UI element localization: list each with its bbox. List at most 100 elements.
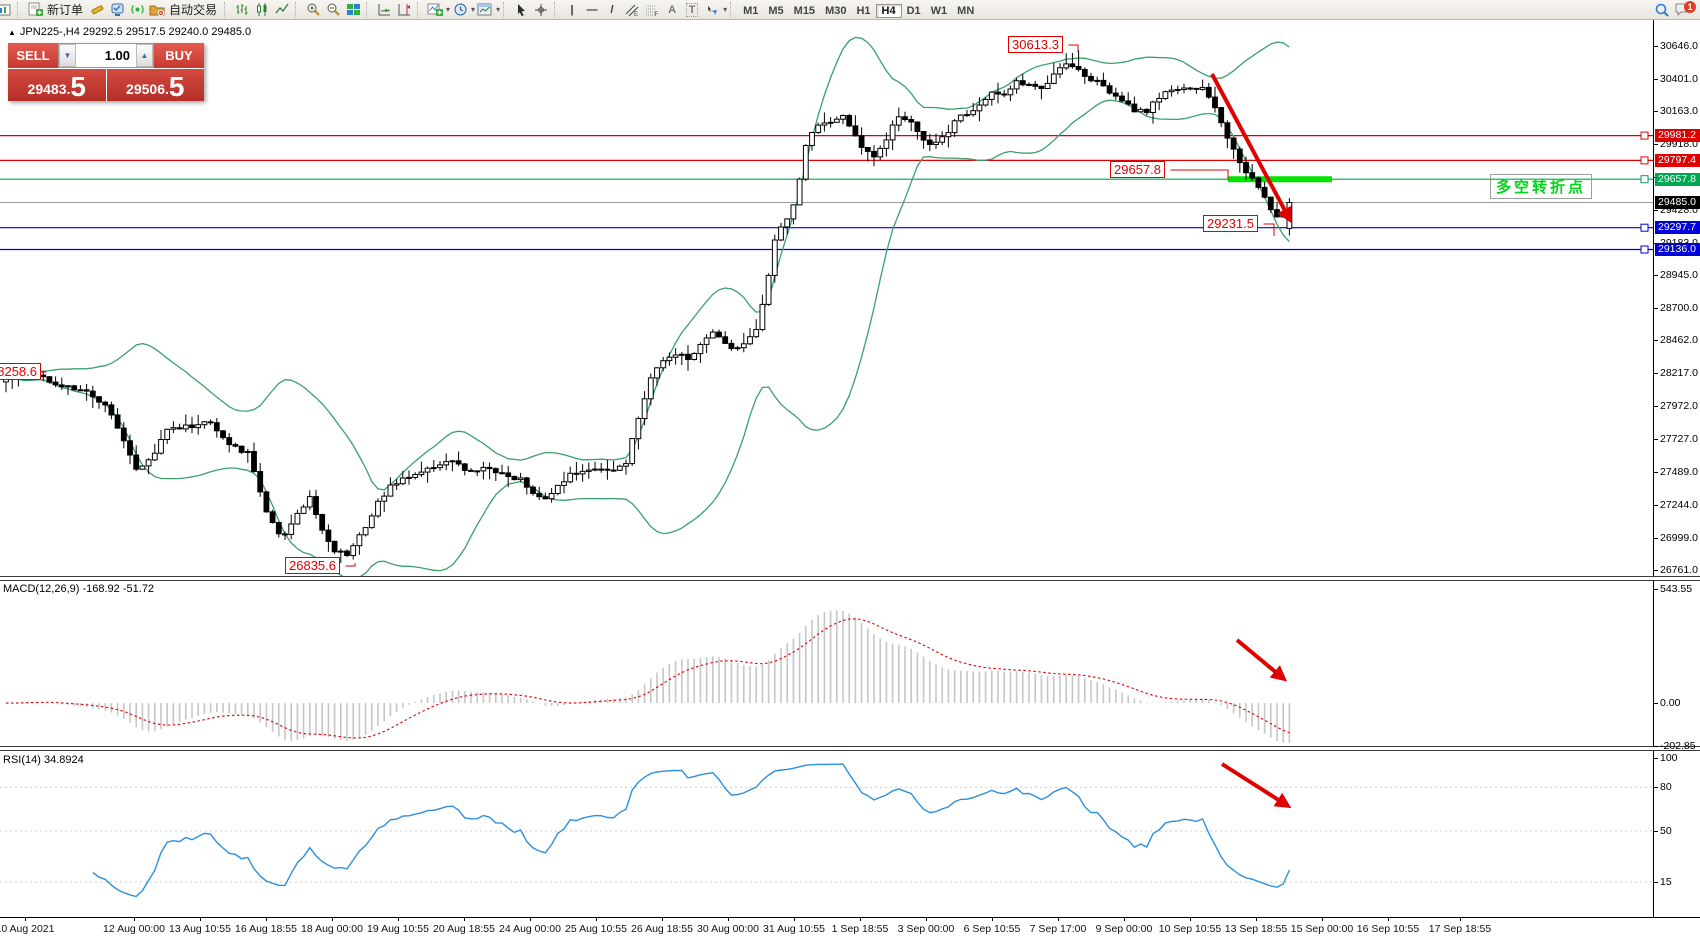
channel-icon[interactable]: E: [622, 1, 642, 18]
symbol-info: ▲ JPN225-,H4 29292.5 29517.5 29240.0 2948…: [8, 26, 251, 38]
time-axis[interactable]: 10 Aug 2021 12 Aug 00:00 13 Aug 10:55 16 Au…: [0, 917, 1700, 939]
macd-label: MACD(12,26,9) -168.92 -51.72: [3, 583, 155, 595]
wand-icon[interactable]: [87, 1, 107, 18]
y-tick-mark: [1653, 569, 1658, 571]
time-axis-label: 26 Aug 18:55: [631, 923, 693, 935]
add-indicator-caret[interactable]: ▾: [446, 5, 451, 14]
zoom-out-icon[interactable]: [323, 1, 343, 18]
time-axis-label: 16 Aug 18:55: [235, 923, 297, 935]
crosshair-icon[interactable]: [531, 1, 551, 18]
template-icon[interactable]: [475, 1, 495, 18]
line-handle: [1640, 223, 1649, 232]
volume-decrease-button[interactable]: ▼: [59, 44, 76, 67]
timeframe-button-mn[interactable]: MN: [957, 4, 975, 17]
timeframe-button-d1[interactable]: D1: [906, 4, 921, 17]
chart-window-icon[interactable]: [0, 1, 14, 18]
rsi-label: RSI(14) 34.8924: [3, 754, 84, 766]
timeframe-button-h1[interactable]: H1: [856, 4, 871, 17]
rsi-tick-label: 50: [1660, 825, 1672, 837]
time-axis-label: 13 Sep 18:55: [1224, 923, 1288, 935]
vertical-line-icon[interactable]: |: [570, 3, 574, 16]
new-order-icon[interactable]: [25, 1, 45, 18]
y-tick-mark: [1653, 504, 1658, 506]
price-callout[interactable]: 28258.6: [0, 363, 41, 380]
signal-icon[interactable]: [127, 1, 147, 18]
macd-tick-label: -202.85: [1660, 739, 1696, 752]
buy-button[interactable]: BUY: [154, 43, 204, 68]
search-icon[interactable]: [1652, 1, 1672, 18]
time-tick-mark: [662, 918, 663, 921]
time-tick-mark: [530, 918, 531, 921]
trendline-icon[interactable]: /: [610, 3, 614, 16]
timeframe-button-h4[interactable]: H4: [875, 3, 902, 18]
price-callout[interactable]: 29231.5: [1203, 215, 1258, 232]
price-badge: 29297.7: [1655, 221, 1700, 235]
cursor-icon[interactable]: [511, 1, 531, 18]
annotation-text[interactable]: 多空转折点: [1490, 174, 1593, 199]
period-clock-icon[interactable]: [450, 1, 470, 18]
macd-tick-mark: [1653, 703, 1658, 705]
terminal-icon[interactable]: [107, 1, 127, 18]
candlestick-chart-icon[interactable]: [252, 1, 272, 18]
y-tick-mark: [1653, 210, 1658, 212]
y-tick-mark: [1653, 340, 1658, 342]
callout-connector: [1263, 223, 1275, 236]
new-order-button[interactable]: 新订单: [47, 3, 84, 17]
price-callout[interactable]: 26835.6: [285, 557, 340, 574]
time-axis-label: 13 Aug 10:55: [169, 923, 231, 935]
toolbar-separator: [730, 1, 735, 18]
auto-trading-button[interactable]: 自动交易: [169, 3, 218, 17]
zoom-in-icon[interactable]: [303, 1, 323, 18]
timeframe-button-m5[interactable]: M5: [768, 4, 784, 17]
rsi-tick-mark: [1653, 758, 1658, 759]
y-tick-label: 26999.0: [1660, 531, 1698, 544]
time-axis-label: 1 Sep 18:55: [831, 923, 889, 935]
time-tick-mark: [266, 918, 267, 921]
price-badge: 29797.4: [1655, 153, 1700, 167]
notifications-icon[interactable]: 1: [1672, 1, 1696, 18]
time-tick-mark: [596, 918, 597, 921]
text-tool-icon[interactable]: A: [668, 3, 677, 16]
toolbar-separator: [417, 1, 422, 18]
pane-separator[interactable]: [0, 576, 1700, 581]
buy-price[interactable]: 29506. 5: [106, 69, 204, 101]
time-tick-mark: [1256, 918, 1257, 921]
price-callout[interactable]: 29657.8: [1110, 161, 1165, 178]
timeframe-button-w1[interactable]: W1: [930, 4, 948, 17]
text-label-icon[interactable]: T: [682, 1, 702, 18]
auto-trading-icon[interactable]: [147, 1, 167, 18]
arrows-tool-icon[interactable]: [702, 1, 722, 18]
add-indicator-icon[interactable]: [425, 1, 445, 18]
fibonacci-icon[interactable]: F: [642, 1, 662, 18]
bar-chart-icon[interactable]: [232, 1, 252, 18]
time-axis-label: 19 Aug 10:55: [367, 923, 429, 935]
sell-button[interactable]: SELL: [8, 43, 58, 68]
y-tick-label: 30646.0: [1660, 40, 1698, 52]
timeframe-button-m15[interactable]: M15: [793, 4, 816, 17]
period-caret[interactable]: ▾: [471, 5, 476, 14]
y-tick-label: 28217.0: [1660, 367, 1698, 380]
line-chart-icon[interactable]: [272, 1, 292, 18]
chart-shift-icon[interactable]: [394, 1, 414, 18]
macd-tick-mark: [1653, 745, 1658, 747]
pane-separator[interactable]: [0, 746, 1700, 751]
y-tick-label: 27489.0: [1660, 465, 1698, 478]
window-marker-icon: ▲: [8, 28, 16, 37]
tile-windows-icon[interactable]: [343, 1, 363, 18]
trend-arrow: [1220, 762, 1292, 809]
price-callout[interactable]: 30613.3: [1008, 36, 1063, 53]
horizontal-line-icon[interactable]: —: [586, 3, 598, 16]
toolbar-separator: [224, 1, 229, 18]
sell-price[interactable]: 29483. 5: [8, 69, 106, 101]
volume-increase-button[interactable]: ▲: [136, 44, 153, 67]
sell-price-main: 29483.: [27, 81, 71, 97]
timeframe-button-m30[interactable]: M30: [825, 4, 847, 17]
arrows-tool-caret[interactable]: ▾: [723, 5, 728, 14]
y-tick-mark: [1653, 439, 1658, 441]
timeframe-button-m1[interactable]: M1: [743, 4, 759, 17]
template-caret[interactable]: ▾: [496, 5, 501, 14]
volume-input[interactable]: 1.00: [104, 48, 130, 63]
macd-tick-label: 0.00: [1660, 697, 1681, 710]
auto-scroll-icon[interactable]: [374, 1, 394, 18]
time-axis-label: 6 Sep 10:55: [963, 923, 1021, 935]
